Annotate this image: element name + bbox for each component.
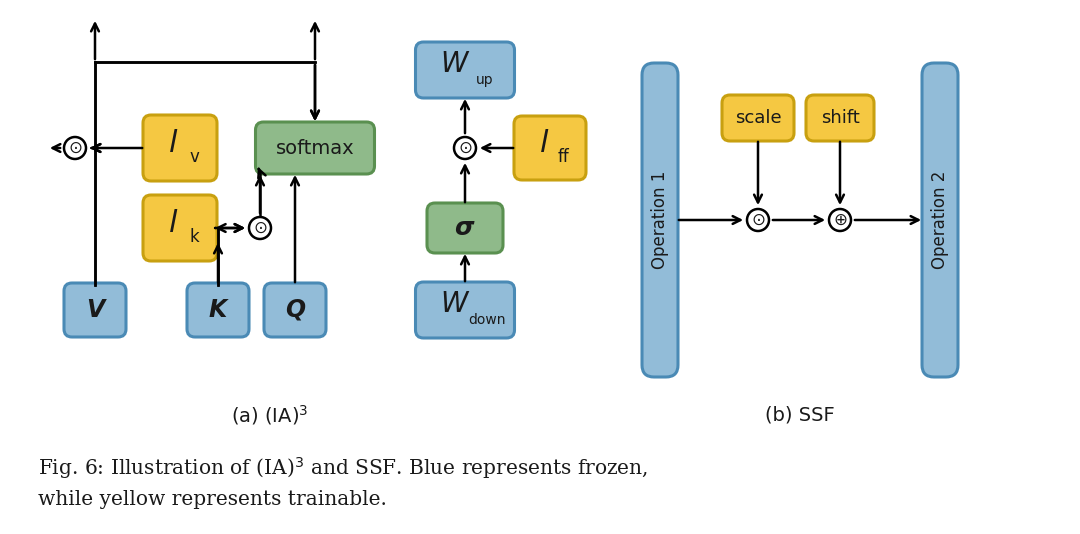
FancyBboxPatch shape [723,95,794,141]
FancyBboxPatch shape [64,283,126,337]
Text: $l$: $l$ [539,129,549,160]
Text: scale: scale [734,109,781,127]
Text: $\boldsymbol{\sigma}$: $\boldsymbol{\sigma}$ [455,216,476,240]
FancyBboxPatch shape [416,282,514,338]
FancyBboxPatch shape [143,115,217,181]
Text: $\odot$: $\odot$ [751,211,766,229]
Circle shape [454,137,476,159]
Text: $\odot$: $\odot$ [253,219,267,237]
Text: Operation 2: Operation 2 [931,171,949,269]
Text: down: down [469,313,505,327]
Text: $W$: $W$ [440,292,470,318]
Text: $\odot$: $\odot$ [458,139,472,157]
FancyBboxPatch shape [256,122,375,174]
Text: (a) $(\mathrm{IA})^3$: (a) $(\mathrm{IA})^3$ [231,403,309,427]
Circle shape [747,209,769,231]
Text: $\oplus$: $\oplus$ [833,211,847,229]
Circle shape [64,137,86,159]
FancyBboxPatch shape [416,42,514,98]
Text: Fig. 6: Illustration of (IA)$^3$ and SSF. Blue represents frozen,: Fig. 6: Illustration of (IA)$^3$ and SSF… [38,455,648,481]
Text: V: V [86,298,104,322]
Circle shape [249,217,271,239]
Text: v: v [189,148,199,166]
FancyBboxPatch shape [264,283,326,337]
FancyBboxPatch shape [143,195,217,261]
Text: Q: Q [285,298,305,322]
Text: (b) SSF: (b) SSF [765,405,835,425]
Text: $l$: $l$ [167,208,178,240]
Text: while yellow represents trainable.: while yellow represents trainable. [38,490,387,509]
FancyBboxPatch shape [187,283,249,337]
Text: $l$: $l$ [167,129,178,160]
Text: $W$: $W$ [440,51,470,78]
Text: k: k [189,228,199,246]
FancyBboxPatch shape [922,63,958,377]
FancyBboxPatch shape [642,63,678,377]
Text: Operation 1: Operation 1 [651,171,669,269]
FancyBboxPatch shape [514,116,586,180]
Text: ff: ff [558,148,570,166]
FancyBboxPatch shape [806,95,874,141]
Circle shape [829,209,851,231]
FancyBboxPatch shape [427,203,503,253]
Text: K: K [208,298,227,322]
Text: shift: shift [821,109,860,127]
Text: up: up [476,73,494,87]
Text: softmax: softmax [275,138,354,158]
Text: $\odot$: $\odot$ [68,139,82,157]
